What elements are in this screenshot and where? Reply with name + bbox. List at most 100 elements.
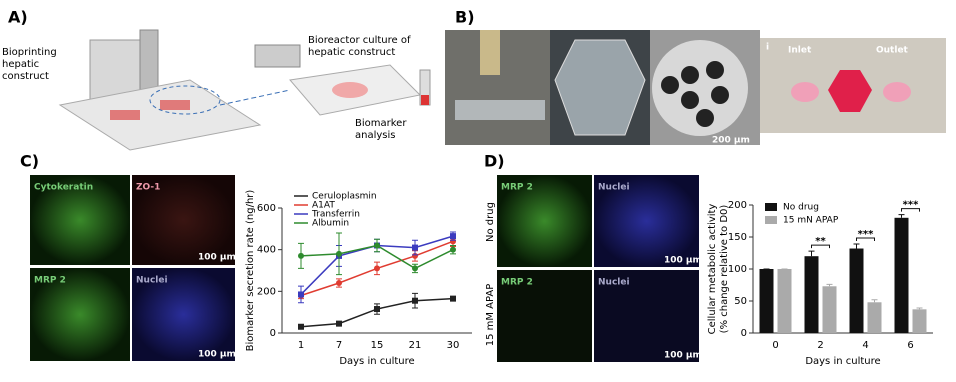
legend-label: A1AT — [312, 201, 335, 211]
x-tick-label: 0 — [772, 340, 778, 351]
error-bar — [916, 307, 923, 310]
bar — [759, 269, 774, 333]
row-label: 15 mM APAP — [485, 284, 496, 347]
annotation: analysis — [355, 130, 396, 141]
bar — [867, 302, 882, 333]
panel-label: A) — [8, 8, 28, 27]
tile-label: MRP 2 — [501, 183, 533, 193]
y-tick-label: 200 — [728, 200, 747, 211]
annotation: Inlet — [788, 46, 812, 56]
photos-b — [445, 30, 946, 145]
tile-label: Nuclei — [598, 183, 630, 193]
legend-swatch — [765, 203, 777, 211]
marker — [298, 252, 304, 259]
annotation: construct — [2, 71, 49, 82]
annotation: hepatic construct — [308, 47, 395, 58]
scale-label: 100 µm — [664, 351, 702, 361]
bar — [894, 217, 909, 333]
y-tick-label: 400 — [257, 245, 276, 256]
x-tick-label: 4 — [862, 340, 868, 351]
bar — [777, 269, 792, 333]
micrographs-c — [30, 175, 235, 361]
legend-label: Albumin — [312, 219, 349, 229]
y-axis-label: Biomarker secretion rate (ng/hr) — [245, 190, 256, 352]
bracket — [811, 244, 830, 249]
x-tick-label: 30 — [447, 340, 460, 351]
bar — [849, 248, 864, 333]
y-tick-label: 200 — [257, 286, 276, 297]
marker — [374, 242, 380, 249]
bar — [804, 256, 819, 333]
tile-label: MRP 2 — [501, 278, 533, 288]
annotation: Biomarker — [355, 118, 407, 129]
legend-label: Transferrin — [311, 210, 360, 220]
marker — [336, 250, 342, 257]
bar — [822, 286, 837, 333]
tile-label: Cytokeratin — [34, 183, 93, 193]
x-tick-label: 7 — [336, 340, 342, 351]
legend-swatch — [765, 216, 777, 224]
panel-label: C) — [20, 152, 39, 171]
annotation: Bioprinting — [2, 47, 57, 58]
legend-label: 15 mN APAP — [783, 216, 839, 226]
annotation: Bioreactor culture of — [308, 35, 411, 46]
tile-label: ZO-1 — [136, 183, 160, 193]
y-axis-label: Cellular metabolic activity — [707, 204, 718, 335]
marker — [298, 291, 304, 298]
tile-label: Nuclei — [598, 278, 630, 288]
annotation: *** — [858, 229, 874, 240]
marker — [450, 246, 456, 253]
marker — [298, 323, 304, 330]
error-bar — [898, 214, 905, 218]
legend-label: Ceruloplasmin — [312, 192, 377, 202]
bracket — [901, 208, 920, 212]
bracket — [856, 237, 875, 242]
y-tick-label: 100 — [728, 264, 747, 275]
annotation: *** — [903, 200, 919, 211]
panel-label: D) — [484, 152, 505, 171]
y-tick-label: 600 — [257, 203, 276, 214]
x-axis-label: Days in culture — [805, 356, 880, 367]
marker — [374, 265, 380, 272]
tile-label: Nuclei — [136, 276, 168, 286]
scale-label: 100 µm — [664, 256, 702, 266]
error-bar — [871, 299, 878, 303]
scale-label: 100 µm — [198, 253, 236, 263]
marker — [336, 320, 342, 327]
micrographs-d — [497, 175, 699, 362]
annotation: Outlet — [876, 46, 909, 56]
diagram-a — [58, 29, 431, 151]
annotation: hepatic — [2, 59, 39, 70]
scale-label: 200 µm — [712, 136, 750, 146]
y-tick-label: 150 — [728, 232, 747, 243]
error-bar — [826, 283, 833, 287]
x-tick-label: 21 — [409, 340, 422, 351]
error-bar — [808, 250, 815, 257]
y-tick-label: 0 — [741, 328, 747, 339]
marker — [412, 265, 418, 272]
bar — [912, 309, 927, 333]
scale-label: 100 µm — [198, 350, 236, 360]
marker — [412, 297, 418, 304]
panel-label: B) — [455, 8, 475, 27]
legend-label: No drug — [783, 203, 819, 213]
x-axis-label: Days in culture — [339, 356, 414, 367]
tile-label: MRP 2 — [34, 276, 66, 286]
x-tick-label: 6 — [907, 340, 913, 351]
marker — [374, 306, 380, 313]
annotation: ** — [815, 236, 826, 247]
marker — [412, 244, 418, 251]
row-label: No drug — [485, 202, 496, 242]
y-tick-label: 0 — [270, 328, 276, 339]
x-tick-label: 15 — [371, 340, 384, 351]
y-tick-label: 50 — [734, 296, 747, 307]
x-tick-label: 2 — [817, 340, 823, 351]
x-tick-label: 1 — [298, 340, 304, 351]
annotation: i — [766, 43, 769, 53]
marker — [450, 295, 456, 302]
marker — [336, 280, 342, 286]
marker — [450, 233, 456, 240]
error-bar — [853, 243, 860, 249]
